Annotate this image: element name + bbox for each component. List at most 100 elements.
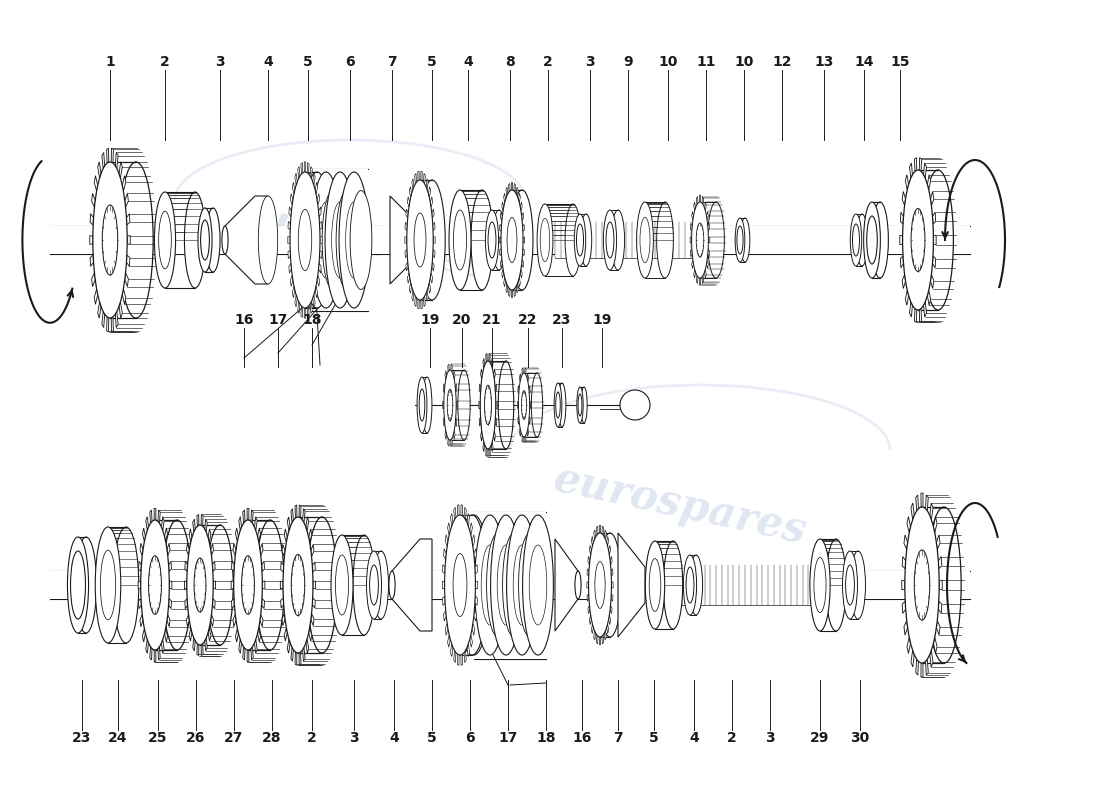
Polygon shape	[320, 237, 322, 243]
Ellipse shape	[185, 192, 206, 288]
Polygon shape	[309, 627, 311, 641]
Polygon shape	[927, 174, 931, 190]
Polygon shape	[915, 495, 918, 511]
Polygon shape	[902, 557, 905, 569]
Polygon shape	[474, 610, 476, 621]
Polygon shape	[502, 202, 504, 211]
Polygon shape	[257, 528, 261, 542]
Text: 5: 5	[427, 731, 437, 745]
Polygon shape	[301, 162, 303, 174]
Ellipse shape	[154, 192, 176, 288]
Ellipse shape	[540, 218, 550, 262]
Polygon shape	[312, 173, 316, 185]
Ellipse shape	[556, 392, 560, 418]
Ellipse shape	[297, 172, 327, 308]
Bar	[556, 222, 720, 258]
Polygon shape	[128, 235, 130, 245]
Polygon shape	[301, 306, 303, 318]
Polygon shape	[448, 438, 449, 446]
Polygon shape	[213, 581, 216, 589]
Polygon shape	[520, 202, 522, 211]
Ellipse shape	[474, 515, 505, 655]
Polygon shape	[251, 510, 253, 523]
Polygon shape	[518, 278, 520, 286]
Text: 2: 2	[727, 731, 737, 745]
Polygon shape	[428, 282, 431, 294]
Polygon shape	[310, 302, 312, 314]
Bar	[312, 169, 368, 311]
Polygon shape	[282, 544, 285, 556]
Polygon shape	[904, 535, 907, 550]
Polygon shape	[518, 194, 520, 202]
Polygon shape	[508, 183, 510, 192]
Polygon shape	[446, 623, 448, 635]
Ellipse shape	[905, 507, 939, 663]
Ellipse shape	[649, 558, 661, 611]
Polygon shape	[197, 514, 199, 526]
Ellipse shape	[449, 190, 471, 290]
Polygon shape	[902, 580, 905, 590]
Polygon shape	[610, 605, 612, 614]
Polygon shape	[299, 505, 301, 518]
Polygon shape	[612, 582, 613, 588]
Polygon shape	[472, 534, 475, 546]
Polygon shape	[930, 503, 933, 519]
Ellipse shape	[923, 170, 954, 310]
Polygon shape	[455, 384, 456, 393]
Polygon shape	[405, 250, 407, 258]
Polygon shape	[905, 290, 909, 306]
Ellipse shape	[903, 170, 934, 310]
Polygon shape	[455, 418, 456, 426]
Polygon shape	[481, 431, 483, 441]
Ellipse shape	[735, 218, 745, 262]
Polygon shape	[492, 358, 493, 369]
Polygon shape	[165, 629, 167, 642]
Ellipse shape	[339, 172, 369, 308]
Polygon shape	[690, 237, 692, 243]
Polygon shape	[472, 623, 475, 635]
Polygon shape	[483, 442, 485, 452]
Polygon shape	[154, 650, 156, 662]
Polygon shape	[158, 510, 161, 523]
Text: 3: 3	[216, 55, 224, 69]
Text: 5: 5	[649, 731, 659, 745]
Ellipse shape	[481, 361, 496, 449]
Polygon shape	[486, 448, 487, 457]
Polygon shape	[514, 288, 516, 297]
Ellipse shape	[331, 535, 353, 635]
Polygon shape	[610, 569, 613, 576]
Polygon shape	[506, 284, 508, 293]
Polygon shape	[706, 260, 708, 269]
Polygon shape	[126, 214, 130, 225]
Polygon shape	[442, 596, 446, 606]
Ellipse shape	[198, 208, 212, 272]
Text: 16: 16	[234, 313, 254, 327]
Polygon shape	[248, 650, 249, 662]
Ellipse shape	[690, 555, 703, 615]
Polygon shape	[464, 507, 466, 519]
Polygon shape	[920, 309, 922, 322]
Ellipse shape	[453, 554, 466, 617]
Ellipse shape	[353, 535, 375, 635]
Polygon shape	[185, 598, 188, 609]
Polygon shape	[162, 517, 164, 530]
Polygon shape	[920, 158, 922, 171]
Ellipse shape	[304, 202, 320, 278]
Text: 4: 4	[689, 731, 698, 745]
Polygon shape	[205, 519, 207, 532]
Polygon shape	[146, 639, 148, 654]
Text: 3: 3	[585, 55, 595, 69]
Polygon shape	[111, 148, 113, 163]
Ellipse shape	[846, 565, 855, 605]
Polygon shape	[189, 628, 191, 641]
Polygon shape	[522, 224, 525, 231]
Ellipse shape	[657, 202, 673, 278]
Polygon shape	[319, 250, 322, 258]
Polygon shape	[168, 598, 172, 609]
Text: 18: 18	[302, 313, 321, 327]
Ellipse shape	[422, 377, 432, 433]
Polygon shape	[289, 263, 292, 273]
Ellipse shape	[187, 525, 213, 645]
Polygon shape	[95, 289, 98, 304]
Ellipse shape	[491, 515, 521, 655]
